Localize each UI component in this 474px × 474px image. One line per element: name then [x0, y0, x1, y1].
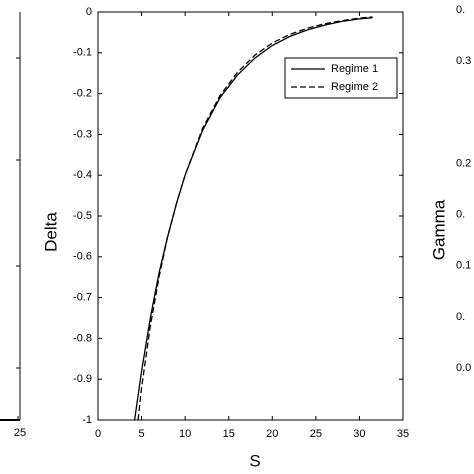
y-tick-label: -0.7	[73, 292, 92, 304]
y-tick-label: -0.4	[73, 169, 92, 181]
y-tick-label: 0.	[456, 311, 465, 323]
x-tick-label: 0	[95, 428, 101, 440]
legend-label: Regime 1	[331, 63, 378, 75]
y-tick-label: 0.	[456, 4, 465, 16]
x-tick-label: 35	[397, 428, 409, 440]
y-axis-label: Delta	[41, 212, 60, 252]
y-tick-label: 0.3	[456, 55, 471, 67]
y-tick-label: 0.2	[456, 157, 471, 169]
x-tick-label: 5	[139, 428, 145, 440]
x-tick-label: 30	[353, 428, 365, 440]
y-tick-label: -0.8	[73, 332, 92, 344]
x-tick-label: 25	[310, 428, 322, 440]
x-tick-label: 10	[179, 428, 191, 440]
y-tick-label: 0.	[456, 208, 465, 220]
y-tick-label: 0	[86, 6, 92, 18]
y-tick-label: 0.1	[456, 260, 471, 272]
line-series	[135, 18, 373, 420]
x-axis-label: S	[249, 451, 260, 470]
legend-box	[285, 58, 397, 98]
right-y-axis-label: Gamma	[429, 199, 448, 260]
legend-label: Regime 2	[331, 81, 378, 93]
y-tick-label: -0.9	[73, 373, 92, 385]
y-tick-label: 0.0	[456, 362, 471, 374]
x-tick-label: 20	[266, 428, 278, 440]
x-tick-label: 15	[223, 428, 235, 440]
y-tick-label: -0.6	[73, 251, 92, 263]
y-tick-label: -0.1	[73, 47, 92, 59]
y-tick-label: -0.2	[73, 88, 92, 100]
y-tick-label: -0.5	[73, 210, 92, 222]
y-tick-label: -0.3	[73, 128, 92, 140]
line-series	[138, 17, 372, 420]
x-tick-label: 25	[14, 427, 26, 439]
y-tick-label: -1	[82, 414, 92, 426]
